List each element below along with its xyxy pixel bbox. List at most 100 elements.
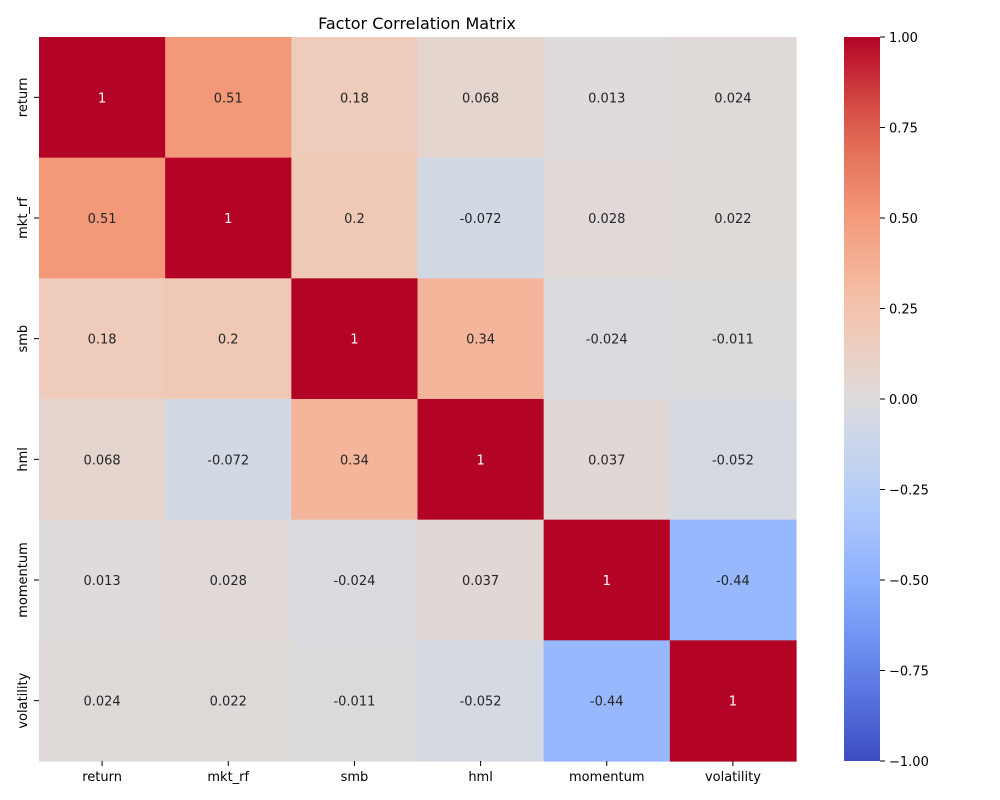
heatmap-cell	[669, 640, 797, 762]
cell-value-label: 0.028	[210, 574, 247, 589]
cell-value-label: 1	[98, 91, 106, 106]
colorbar-tick-label: −1.00	[889, 755, 929, 770]
heatmap-cell	[291, 278, 419, 400]
cell-value-label: 0.068	[83, 453, 120, 468]
heatmap-cell	[291, 37, 419, 159]
chart-title: Factor Correlation Matrix	[318, 14, 516, 33]
heatmap-cell	[165, 399, 292, 521]
heatmap-cell	[543, 157, 671, 279]
cell-value-label: 0.037	[588, 453, 625, 468]
cell-value-label: -0.024	[333, 574, 375, 589]
cell-value-label: 0.024	[83, 695, 120, 710]
y-tick-label: smb	[16, 325, 31, 353]
heatmap-cell	[291, 640, 419, 762]
heatmap-cell	[417, 519, 545, 641]
cell-value-label: -0.011	[712, 333, 754, 348]
x-tick-label: momentum	[569, 770, 645, 785]
cell-value-label: 1	[603, 574, 611, 589]
cell-value-label: 0.037	[462, 574, 499, 589]
y-tick-label: mkt_rf	[16, 197, 31, 239]
cell-value-label: 0.34	[340, 453, 369, 468]
x-axis: return mkt_rf smb hml momentum volatility	[82, 761, 761, 785]
heatmap-cell	[165, 278, 292, 400]
cell-value-label: 0.024	[714, 91, 751, 106]
heatmap-cell	[39, 37, 166, 159]
colorbar-ticks: 1.00 0.75 0.50 0.25 0.00 −0.25 −0.50 −0.75 −1.00	[880, 31, 929, 770]
cell-value-label: -0.072	[207, 453, 249, 468]
colorbar-tick-label: −0.50	[889, 574, 929, 589]
colorbar-tick-label: 0.00	[889, 393, 918, 408]
cell-value-label: 1	[476, 453, 484, 468]
x-tick-label: volatility	[705, 770, 761, 785]
heatmap-cell	[543, 278, 671, 400]
y-tick-label: volatility	[16, 672, 31, 728]
cell-annotations: 1 0.51 0.18 0.068 0.013 0.024 0.51 1 0.2 -0.072 0.…	[83, 91, 753, 709]
cell-value-label: 0.028	[588, 212, 625, 227]
cell-value-label: -0.052	[460, 695, 502, 710]
cell-value-label: 0.51	[214, 91, 243, 106]
cell-value-label: -0.011	[333, 695, 375, 710]
heatmap-cell	[669, 519, 797, 641]
heatmap-cell	[39, 519, 166, 641]
heatmap-cell	[543, 519, 671, 641]
cell-value-label: 0.18	[88, 333, 117, 348]
y-tick-label: return	[16, 77, 31, 117]
colorbar: 1.00 0.75 0.50 0.25 0.00 −0.25 −0.50 −0.75 −1.00	[844, 31, 929, 770]
cell-value-label: 0.013	[83, 574, 120, 589]
heatmap-cell	[669, 399, 797, 521]
heatmap-cell	[291, 157, 419, 279]
heatmap-cell	[543, 37, 671, 159]
colorbar-tick-label: −0.25	[889, 484, 929, 499]
cell-value-label: -0.052	[712, 453, 754, 468]
heatmap-cell	[291, 399, 419, 521]
heatmap-cell	[417, 640, 545, 762]
colorbar-tick-label: 0.75	[889, 122, 918, 137]
cell-value-label: 0.51	[88, 212, 117, 227]
cell-value-label: 0.2	[218, 333, 239, 348]
heatmap-cell	[165, 157, 292, 279]
y-tick-label: hml	[16, 447, 31, 472]
heatmap-cell	[417, 399, 545, 521]
heatmap-cell	[165, 37, 292, 159]
heatmap-cell	[291, 519, 419, 641]
cell-value-label: 0.022	[714, 212, 751, 227]
heatmap-cell	[39, 278, 166, 400]
cell-value-label: 1	[729, 695, 737, 710]
heatmap-cell	[39, 399, 166, 521]
cell-value-label: 0.068	[462, 91, 499, 106]
heatmap-cells	[39, 37, 797, 762]
colorbar-tick-label: 0.50	[889, 212, 918, 227]
cell-value-label: -0.44	[590, 695, 624, 710]
cell-value-label: 0.013	[588, 91, 625, 106]
cell-value-label: 0.022	[210, 695, 247, 710]
cell-value-label: -0.024	[586, 333, 628, 348]
cell-value-label: 1	[224, 212, 232, 227]
heatmap-cell	[39, 157, 166, 279]
x-tick-label: hml	[468, 770, 493, 785]
cell-value-label: 0.34	[466, 333, 495, 348]
heatmap-cell	[165, 640, 292, 762]
cell-value-label: 0.18	[340, 91, 369, 106]
cell-value-label: -0.072	[460, 212, 502, 227]
heatmap-cell	[669, 278, 797, 400]
heatmap-cell	[417, 37, 545, 159]
cell-value-label: 0.2	[344, 212, 365, 227]
heatmap-cell	[543, 399, 671, 521]
y-tick-label: momentum	[16, 542, 31, 618]
heatmap-cell	[39, 640, 166, 762]
colorbar-tick-label: −0.75	[889, 665, 929, 680]
colorbar-tick-label: 0.25	[889, 303, 918, 318]
cell-value-label: 1	[350, 333, 358, 348]
heatmap-cell	[669, 37, 797, 159]
cell-value-label: -0.44	[716, 574, 750, 589]
heatmap-cell	[543, 640, 671, 762]
x-tick-label: mkt_rf	[207, 770, 249, 785]
colorbar-gradient	[844, 37, 880, 761]
heatmap-cell	[669, 157, 797, 279]
x-tick-label: smb	[341, 770, 369, 785]
heatmap-cell	[417, 157, 545, 279]
x-tick-label: return	[82, 770, 122, 785]
heatmap-cell	[165, 519, 292, 641]
